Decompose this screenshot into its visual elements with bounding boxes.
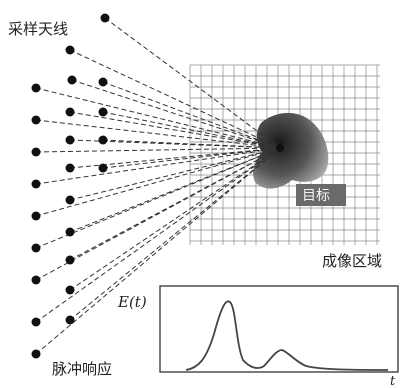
signal-ray: [71, 79, 281, 149]
signal-ray: [35, 119, 281, 149]
signal-ray: [104, 17, 281, 149]
antenna-dot: [31, 349, 41, 359]
signal-ray: [102, 139, 281, 149]
antenna-dot: [65, 315, 75, 325]
antenna-dot: [31, 211, 41, 221]
antenna-dot: [31, 179, 41, 189]
antenna-dot: [65, 195, 75, 205]
antenna-dot: [31, 147, 41, 157]
signal-ray: [35, 147, 281, 153]
antenna-dot: [65, 163, 75, 173]
plot-ylabel: E(t): [117, 293, 147, 311]
pulse-curve: [185, 300, 389, 371]
target-shape: [253, 112, 329, 189]
antenna-dot: [98, 135, 108, 145]
imaging-region-label: 成像区域: [322, 252, 382, 270]
antenna-dot: [65, 45, 75, 55]
antenna-dot: [100, 13, 110, 23]
target-label-box: [296, 184, 346, 206]
signal-ray: [69, 147, 281, 233]
pulse-response-plot: E(t) t: [117, 285, 399, 388]
antenna-dot: [31, 317, 41, 327]
antenna-dot: [31, 243, 41, 253]
pulse-response-label: 脉冲响应: [52, 360, 112, 378]
signal-ray: [69, 147, 281, 321]
signal-ray: [35, 147, 281, 249]
antenna-dot: [98, 107, 108, 117]
antenna-dot: [67, 75, 77, 85]
antenna-dot: [65, 135, 75, 145]
signal-ray: [69, 49, 281, 149]
signal-ray: [69, 147, 281, 201]
antenna-dot: [98, 77, 108, 87]
plot-xlabel: t: [390, 374, 396, 388]
signal-ray: [35, 147, 281, 185]
signal-ray: [35, 87, 281, 149]
signal-ray: [102, 147, 281, 169]
antenna-dot: [31, 83, 41, 93]
antenna-dot: [98, 163, 108, 173]
antenna-dot: [65, 255, 75, 265]
antenna-array: [31, 13, 110, 359]
antenna-dot: [65, 285, 75, 295]
signal-ray: [35, 147, 281, 217]
antenna-dot: [31, 115, 41, 125]
signal-ray: [35, 147, 281, 355]
signal-ray: [69, 111, 281, 149]
antenna-dot: [65, 227, 75, 237]
signal-ray: [102, 111, 281, 149]
signal-ray: [35, 147, 281, 281]
target-label: 目标: [302, 188, 330, 204]
antenna-dot: [31, 275, 41, 285]
signal-ray: [69, 147, 281, 291]
focal-point: [276, 144, 284, 152]
antenna-dot: [65, 107, 75, 117]
antenna-label: 采样天线: [8, 20, 68, 38]
signal-ray: [35, 147, 281, 323]
plot-frame: [159, 285, 399, 373]
